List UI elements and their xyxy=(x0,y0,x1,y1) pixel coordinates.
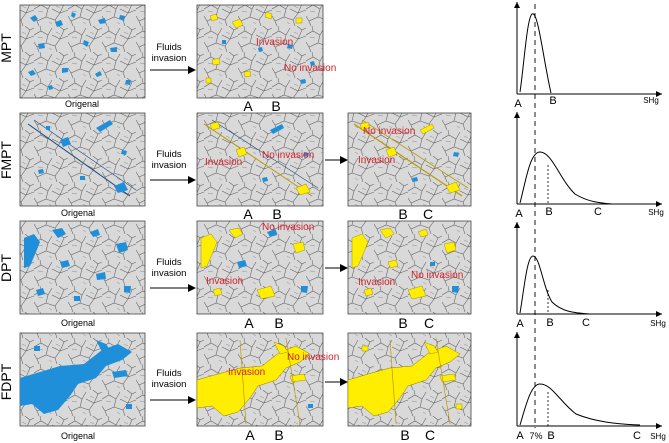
panel-original-fmpt xyxy=(19,112,146,207)
no-invasion-label-dpt-1: No invasion xyxy=(262,222,314,233)
invasion-arrow-head-dpt xyxy=(188,284,196,292)
invasion-label-fmpt-1: Invasion xyxy=(205,157,242,168)
invasion-label-dpt-1: Invasion xyxy=(206,276,243,287)
letter-b-fdpt: B xyxy=(274,427,283,443)
arrow-label-fdpt-line2: invasion xyxy=(152,379,187,390)
letter-a-fmpt: A xyxy=(243,206,253,222)
panel-original-dpt xyxy=(19,220,146,315)
invasion-arrow-head-mpt xyxy=(188,66,196,74)
letter-b-fmpt-2: B xyxy=(398,206,407,222)
arrow-label-mpt-line1: Fluids xyxy=(156,42,182,53)
original-caption-fdpt: Origenal xyxy=(61,431,95,441)
row-label-mpt: MPT xyxy=(0,33,14,63)
invasion-label-fdpt-1: Invasion xyxy=(228,367,265,378)
curve-fmpt xyxy=(514,112,662,207)
curve-letter-c-dpt: C xyxy=(582,317,590,329)
letter-c-fmpt-2: C xyxy=(423,206,433,222)
letter-b-fmpt: B xyxy=(272,206,281,222)
original-caption-dpt: Origenal xyxy=(61,318,95,328)
original-caption-mpt: Origenal xyxy=(65,99,99,109)
axis-label-fdpt: SHg xyxy=(650,432,666,441)
no-invasion-label-fdpt-1: No invasion xyxy=(287,352,339,363)
letter-a-mpt: A xyxy=(243,98,253,114)
letter-b-dpt: B xyxy=(274,315,283,331)
original-caption-fmpt: Origenal xyxy=(61,208,95,218)
panel-invaded-fdpt-1 xyxy=(196,332,324,427)
row-mpt: MPT Origenal Fluids invasion xyxy=(0,2,662,114)
curve-letter-a-fdpt: A xyxy=(516,430,524,442)
no-invasion-label-fmpt-2: No invasion xyxy=(363,126,415,137)
no-invasion-label-fmpt-1: No invasion xyxy=(262,150,314,161)
letter-b-dpt-2: B xyxy=(398,315,407,331)
row-label-fmpt: FMPT xyxy=(0,141,14,180)
curve-letter-b-mpt: B xyxy=(549,95,556,107)
arrow-label-fmpt-line2: invasion xyxy=(152,160,187,171)
curve-fdpt xyxy=(514,332,662,429)
panel-original-mpt xyxy=(19,4,146,99)
curve-letter-c-fmpt: C xyxy=(594,206,602,218)
curve-dpt xyxy=(514,222,662,317)
axis-label-mpt: SHg xyxy=(643,96,659,105)
invasion-label-mpt: Invasion xyxy=(256,37,293,48)
letter-b-fdpt-2: B xyxy=(400,427,409,443)
panel-invaded-fdpt-2 xyxy=(347,332,472,427)
letter-c-dpt-2: C xyxy=(424,315,434,331)
invasion-arrow-head-fmpt xyxy=(188,176,196,184)
invasion-arrow-head-dpt-2 xyxy=(340,264,348,272)
arrow-label-fmpt-line1: Fluids xyxy=(156,149,182,160)
curve-letter-b-fdpt: B xyxy=(547,430,554,442)
panel-invaded-fmpt-2 xyxy=(347,112,472,207)
arrow-label-dpt-line1: Fluids xyxy=(156,257,182,268)
row-label-fdpt: FDPT xyxy=(0,363,14,400)
letter-a-fdpt: A xyxy=(245,427,255,443)
panel-invaded-mpt xyxy=(196,4,324,99)
curve-letter-b-fmpt: B xyxy=(545,206,552,218)
percent-label-fdpt: 7% xyxy=(529,431,542,441)
curve-letter-a-dpt: A xyxy=(516,318,524,330)
axis-label-dpt: SHg xyxy=(650,319,666,328)
letter-a-dpt: A xyxy=(244,315,254,331)
letter-c-fdpt-2: C xyxy=(425,427,435,443)
invasion-arrow-head-fmpt-2 xyxy=(340,156,348,164)
arrow-label-dpt-line2: invasion xyxy=(152,268,187,279)
curve-letter-b-dpt: B xyxy=(546,317,553,329)
invasion-label-dpt-2: Invasion xyxy=(358,277,395,288)
row-dpt: DPT Origenal Fluids invasion xyxy=(0,220,666,331)
curve-letter-c-fdpt: C xyxy=(633,430,641,442)
panel-original-fdpt xyxy=(19,332,146,427)
curve-letter-a-mpt: A xyxy=(514,98,522,110)
row-fmpt: FMPT Origenal Fluids invasion xyxy=(0,112,664,222)
axis-label-fmpt: SHg xyxy=(648,208,664,217)
letter-b-mpt: B xyxy=(271,98,280,114)
invasion-arrow-head-fdpt xyxy=(188,396,196,404)
panel-invaded-dpt-2 xyxy=(347,220,472,315)
invasion-arrow-head-fdpt-2 xyxy=(340,378,348,386)
arrow-label-fdpt-line1: Fluids xyxy=(156,368,182,379)
arrow-label-mpt-line2: invasion xyxy=(152,53,187,64)
panel-invaded-dpt-1 xyxy=(196,220,324,315)
panel-invaded-fmpt-1 xyxy=(196,112,324,207)
curve-mpt xyxy=(514,2,662,97)
curve-letter-a-fmpt: A xyxy=(515,208,523,220)
row-fdpt: FDPT Origenal Fluids invasion Invasion N… xyxy=(0,332,666,443)
invasion-label-fmpt-2: Invasion xyxy=(358,155,395,166)
no-invasion-label-mpt: No invasion xyxy=(284,63,336,74)
row-label-dpt: DPT xyxy=(0,254,14,282)
no-invasion-label-dpt-2: No invasion xyxy=(411,270,463,281)
